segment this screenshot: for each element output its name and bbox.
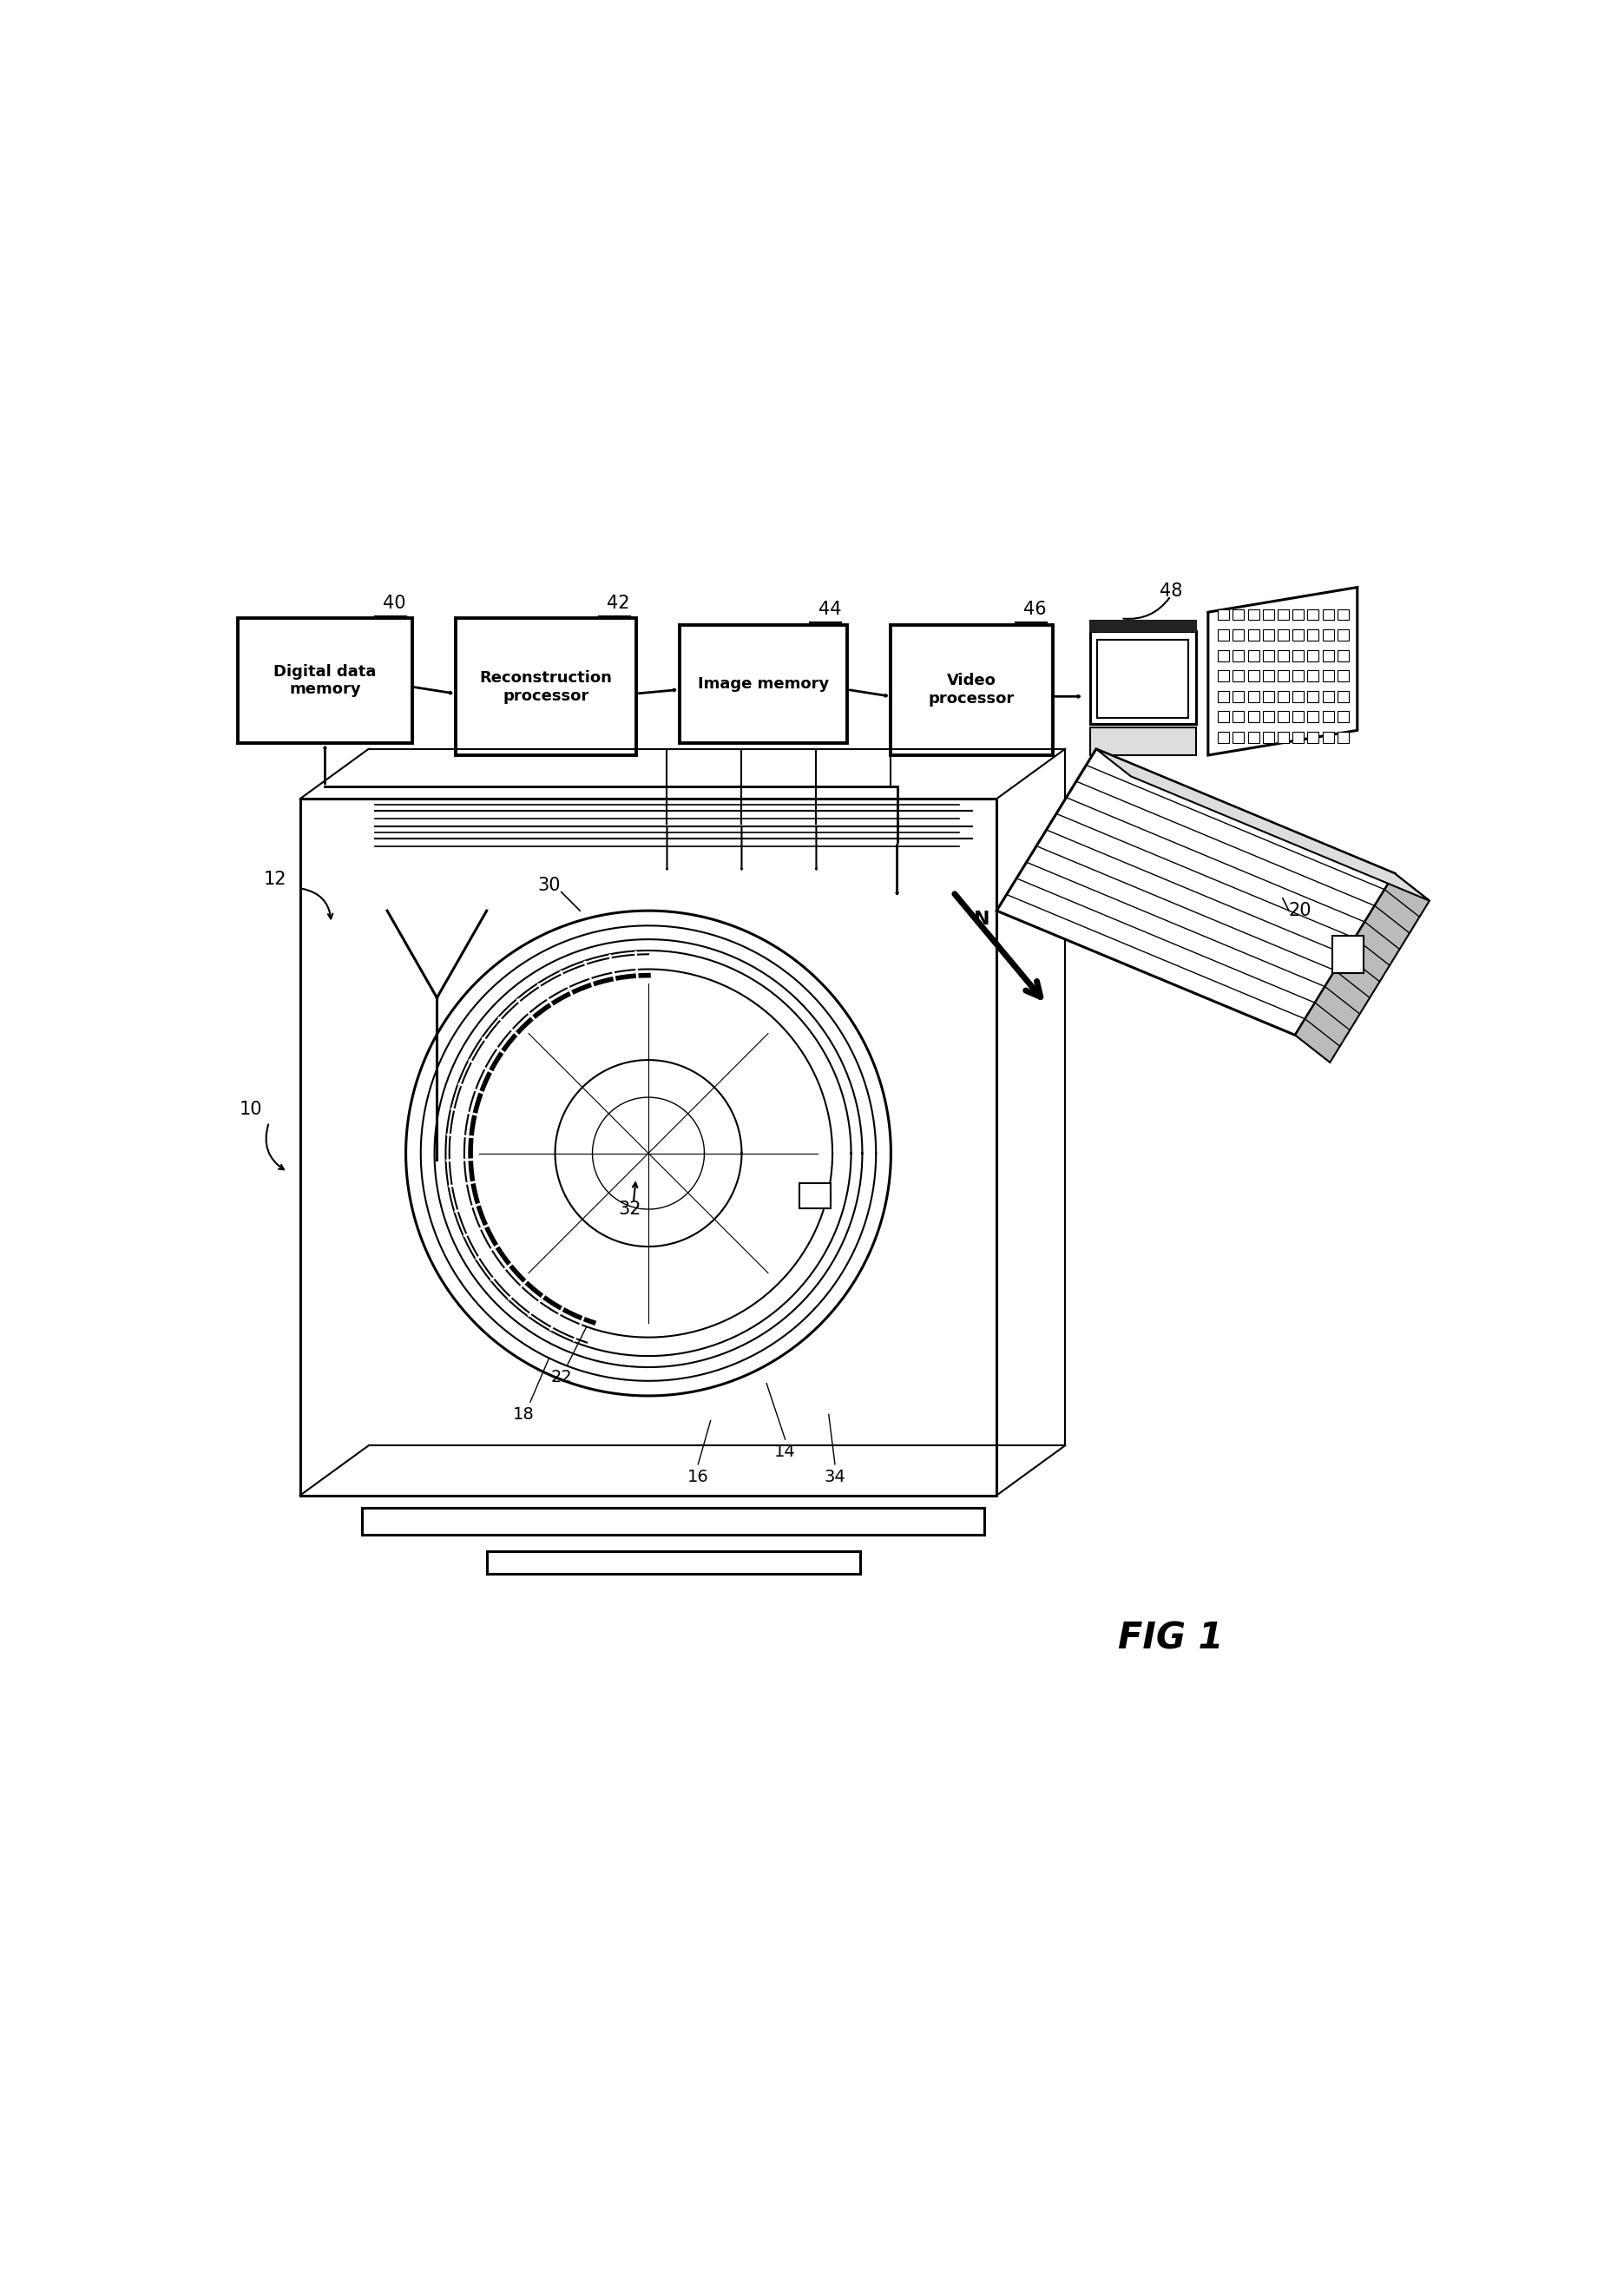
Bar <box>1232 691 1243 703</box>
Bar <box>1322 732 1333 744</box>
Bar <box>1322 670 1333 682</box>
Bar <box>237 618 412 744</box>
Bar <box>1262 691 1274 703</box>
Bar <box>1336 691 1347 703</box>
Text: 48: 48 <box>1158 583 1182 599</box>
Text: N: N <box>974 912 990 928</box>
Text: FIG 1: FIG 1 <box>1118 1621 1222 1658</box>
Bar <box>1277 670 1288 682</box>
Bar <box>1217 691 1229 703</box>
Bar <box>1232 629 1243 641</box>
Text: 34: 34 <box>824 1469 845 1486</box>
Text: 16: 16 <box>687 1469 709 1486</box>
Bar <box>799 1182 831 1208</box>
Bar <box>1248 712 1259 723</box>
Text: 18: 18 <box>513 1405 534 1424</box>
Bar <box>1336 629 1347 641</box>
Bar <box>1331 934 1363 974</box>
Bar <box>1277 608 1288 620</box>
Bar <box>1291 732 1302 744</box>
Bar <box>1307 732 1318 744</box>
Bar <box>1217 712 1229 723</box>
Bar <box>1336 732 1347 744</box>
Text: 22: 22 <box>550 1368 571 1384</box>
Bar <box>1248 629 1259 641</box>
Bar <box>1217 608 1229 620</box>
Text: Image memory: Image memory <box>698 675 829 691</box>
Text: Video
processor: Video processor <box>929 673 1014 707</box>
Polygon shape <box>1294 872 1429 1063</box>
Bar <box>1232 650 1243 661</box>
Bar <box>1277 691 1288 703</box>
Bar <box>1232 608 1243 620</box>
Bar <box>1089 728 1195 755</box>
Bar <box>1291 608 1302 620</box>
Bar <box>1307 629 1318 641</box>
Bar <box>1248 691 1259 703</box>
Bar <box>1336 712 1347 723</box>
Bar <box>1262 712 1274 723</box>
Bar <box>1248 650 1259 661</box>
Bar <box>1217 732 1229 744</box>
Bar <box>1262 732 1274 744</box>
Bar <box>1277 712 1288 723</box>
Bar <box>1336 650 1347 661</box>
Bar <box>1089 631 1195 723</box>
Bar <box>678 625 847 744</box>
Bar <box>1291 712 1302 723</box>
Bar <box>1307 670 1318 682</box>
Bar <box>1291 670 1302 682</box>
Text: 40: 40 <box>383 595 406 613</box>
Text: 42: 42 <box>606 595 629 613</box>
Bar <box>1307 712 1318 723</box>
Bar <box>1262 670 1274 682</box>
Bar <box>1262 608 1274 620</box>
Bar <box>1232 732 1243 744</box>
Text: 44: 44 <box>818 602 840 618</box>
Bar <box>1291 691 1302 703</box>
Bar <box>1262 650 1274 661</box>
Bar <box>1262 629 1274 641</box>
Bar <box>1307 691 1318 703</box>
Bar <box>1277 650 1288 661</box>
Bar <box>1291 650 1302 661</box>
Bar <box>1322 608 1333 620</box>
Text: 12: 12 <box>263 870 287 889</box>
Text: Reconstruction
processor: Reconstruction processor <box>480 670 611 703</box>
Text: 30: 30 <box>537 877 560 895</box>
Bar <box>1248 608 1259 620</box>
Bar <box>1089 620 1195 631</box>
Bar <box>1322 650 1333 661</box>
Bar <box>1232 670 1243 682</box>
Polygon shape <box>1208 588 1357 755</box>
Bar <box>1217 650 1229 661</box>
Bar <box>1097 641 1187 719</box>
Bar <box>1248 670 1259 682</box>
Bar <box>1322 691 1333 703</box>
Text: 46: 46 <box>1023 602 1046 618</box>
Bar <box>1277 732 1288 744</box>
Polygon shape <box>1096 748 1429 900</box>
Bar <box>890 625 1052 755</box>
Bar <box>1217 629 1229 641</box>
Bar <box>1232 712 1243 723</box>
Bar <box>456 618 635 755</box>
Bar <box>1291 629 1302 641</box>
Bar <box>1322 629 1333 641</box>
Bar <box>1277 629 1288 641</box>
Bar <box>1307 650 1318 661</box>
Text: Digital data
memory: Digital data memory <box>273 664 377 698</box>
Text: 20: 20 <box>1288 902 1310 918</box>
Text: 10: 10 <box>239 1102 261 1118</box>
Bar <box>1322 712 1333 723</box>
Text: 32: 32 <box>618 1201 642 1217</box>
Bar <box>1307 608 1318 620</box>
Text: 14: 14 <box>775 1444 796 1460</box>
Bar <box>1336 608 1347 620</box>
Polygon shape <box>996 748 1394 1035</box>
Bar <box>1248 732 1259 744</box>
Bar <box>1217 670 1229 682</box>
Bar <box>1336 670 1347 682</box>
